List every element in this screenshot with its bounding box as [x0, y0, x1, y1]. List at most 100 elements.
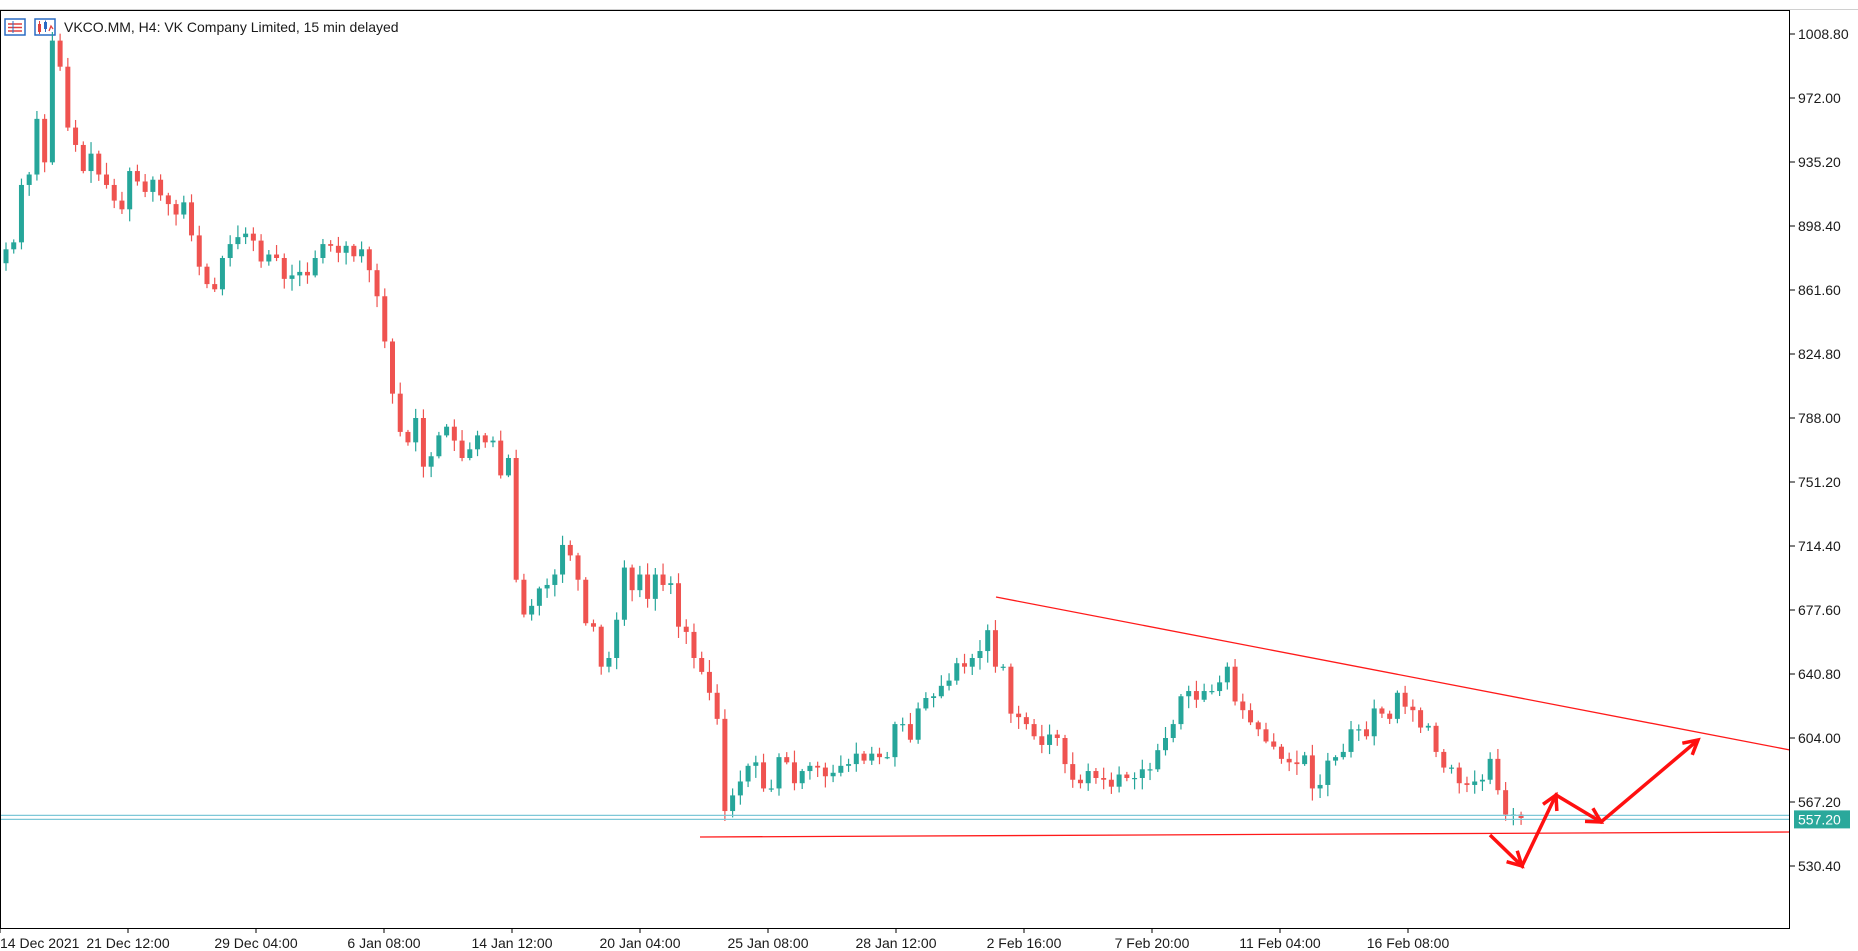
- candle-body: [413, 418, 419, 443]
- candle-body: [1047, 734, 1053, 745]
- candle-body: [475, 435, 481, 450]
- candle-body: [96, 153, 102, 175]
- candle-body: [838, 765, 844, 773]
- candle-body: [490, 440, 496, 443]
- y-tick-label: 972.00: [1798, 90, 1841, 106]
- candle-body: [1371, 708, 1377, 737]
- candle-body: [1039, 736, 1045, 745]
- candle-body: [753, 762, 759, 766]
- candle-body: [822, 767, 828, 777]
- candle-body: [846, 764, 852, 766]
- x-tick-label: 2 Feb 16:00: [987, 935, 1062, 951]
- candle-body: [722, 718, 728, 812]
- y-tick-label: 677.60: [1798, 602, 1841, 618]
- candle-body: [405, 431, 411, 443]
- candle-body: [1317, 784, 1323, 789]
- candle-body: [1441, 751, 1447, 768]
- candle-body: [436, 435, 442, 457]
- candle-body: [776, 757, 782, 789]
- chart-title: VKCO.MM, H4: VK Company Limited, 15 min …: [64, 19, 399, 35]
- candle-body: [992, 630, 998, 667]
- candle-body: [397, 393, 403, 432]
- candle-body: [1132, 778, 1138, 780]
- candle-body: [467, 449, 473, 458]
- candle-body: [598, 626, 604, 667]
- y-tick-label: 751.20: [1798, 474, 1841, 490]
- y-tick-label: 935.20: [1798, 154, 1841, 170]
- candle-body: [706, 671, 712, 693]
- candle-body: [227, 244, 233, 258]
- candle-body: [181, 202, 187, 215]
- candle-body: [1464, 783, 1470, 785]
- arrow-head: [1506, 850, 1525, 869]
- candle-body: [575, 555, 581, 580]
- candle-body: [127, 171, 133, 210]
- x-tick-label: 6 Jan 08:00: [347, 935, 420, 951]
- candle-body: [938, 685, 944, 697]
- x-tick-label: 7 Feb 20:00: [1115, 935, 1190, 951]
- candle-body: [830, 772, 836, 777]
- candle-body: [1286, 758, 1292, 763]
- candle-body: [1147, 769, 1153, 771]
- candle-body: [513, 458, 519, 580]
- candle-body: [57, 40, 63, 67]
- candle-body: [1418, 710, 1424, 728]
- candle-body: [931, 696, 937, 698]
- candle-body: [65, 66, 71, 128]
- candle-body: [366, 249, 372, 271]
- candle-body: [1016, 713, 1022, 718]
- candle-body: [1155, 750, 1161, 770]
- candle-body: [768, 788, 774, 790]
- candle-body: [3, 249, 9, 264]
- candle-body: [212, 284, 218, 290]
- candle-body: [791, 762, 797, 784]
- candle-body: [1031, 724, 1037, 737]
- candle-body: [1201, 691, 1207, 700]
- candle-body: [1309, 755, 1315, 789]
- candle-body: [876, 753, 882, 758]
- candle-body: [714, 692, 720, 719]
- x-tick-label: 14 Dec 2021: [0, 935, 80, 951]
- candle-body: [1410, 706, 1416, 711]
- candle-body: [884, 757, 890, 759]
- y-tick-label: 1008.80: [1798, 26, 1849, 42]
- candle-body: [730, 795, 736, 812]
- candle-body: [853, 753, 859, 765]
- current-price-label: 557.20: [1798, 811, 1841, 827]
- projection-path[interactable]: [1488, 738, 1700, 869]
- x-tick-label: 29 Dec 04:00: [214, 935, 297, 951]
- candle-body: [204, 266, 210, 285]
- candle-body: [235, 237, 241, 245]
- candle-body: [142, 181, 148, 192]
- chart-list-icon[interactable]: [4, 18, 28, 36]
- candle-body: [683, 626, 689, 632]
- candle-body: [536, 588, 542, 606]
- candle-body: [1232, 666, 1238, 702]
- y-tick-label: 788.00: [1798, 410, 1841, 426]
- candle-body: [1139, 769, 1145, 778]
- candle-body: [165, 195, 171, 205]
- drawing-layer: [0, 596, 1791, 869]
- candle-body: [1340, 751, 1346, 758]
- candle-body: [1518, 814, 1524, 818]
- chart-indicator-icon[interactable]: [34, 18, 58, 36]
- candle-body: [1271, 741, 1277, 747]
- candle-body: [281, 258, 287, 279]
- candles-layer: [3, 32, 1524, 826]
- candle-body: [451, 426, 457, 441]
- candle-body: [73, 127, 79, 145]
- candle-body: [219, 258, 225, 290]
- candle-body: [1209, 691, 1215, 693]
- candle-body: [614, 619, 620, 658]
- candle-body: [297, 271, 303, 276]
- candle-body: [977, 651, 983, 658]
- base-line[interactable]: [699, 831, 1791, 838]
- x-tick-label: 25 Jan 08:00: [728, 935, 809, 951]
- candle-body: [737, 781, 743, 796]
- candle-body: [1356, 729, 1362, 731]
- candle-body: [1093, 771, 1099, 778]
- descending-trendline[interactable]: [995, 596, 1791, 751]
- candle-body: [629, 567, 635, 591]
- price-axis: 1008.80 972.00 935.20 898.40 861.60 824.80 788…: [1790, 26, 1850, 874]
